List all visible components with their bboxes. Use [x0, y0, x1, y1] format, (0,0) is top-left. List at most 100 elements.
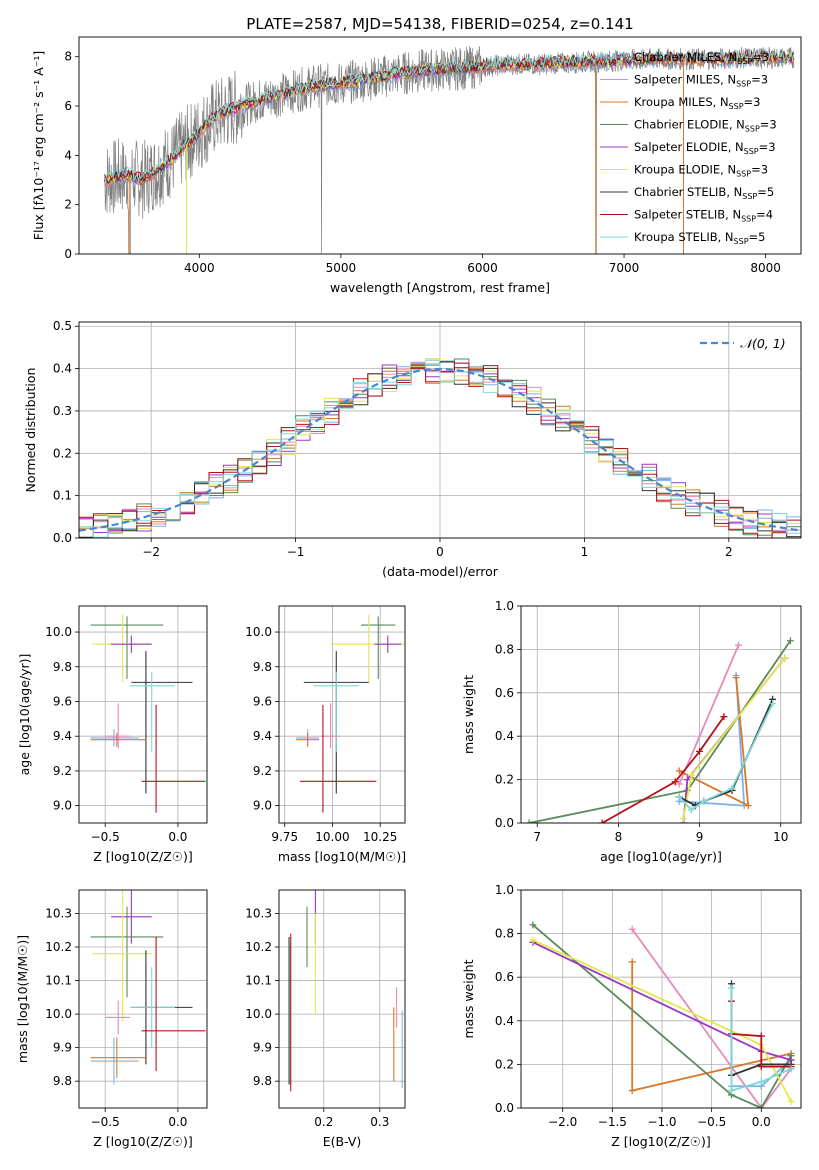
x-axis-label: E(B-V) — [323, 1134, 362, 1149]
y-tick-label: 9.8 — [253, 1074, 272, 1088]
y-axis-label: age [log10(age/yr)] — [17, 654, 32, 776]
legend-label-sub: SSP — [741, 215, 756, 224]
legend-label-count: =5 — [749, 230, 766, 244]
legend-label-main: Chabrier MILES, N — [634, 50, 737, 64]
x-tick-label: 5000 — [326, 261, 357, 275]
histogram-plot-area — [79, 358, 801, 538]
y-tick-label: 9.4 — [253, 729, 272, 743]
y-tick-label: 1.0 — [495, 599, 514, 613]
point-kroupa-elodie — [781, 654, 789, 662]
x-tick-label: 2 — [725, 545, 733, 559]
point-kroupa-stelib — [687, 806, 695, 814]
legend-label-main: Salpeter ELODIE, N — [634, 140, 744, 154]
scatter-plot-area — [90, 614, 206, 813]
y-axis-label: Flux [fλ10⁻¹⁷ erg cm⁻² s⁻¹ A⁻¹] — [31, 51, 46, 240]
legend-label-count: =3 — [744, 95, 761, 109]
point-chabrier-elodie — [525, 819, 533, 823]
axes-frame — [78, 605, 208, 824]
y-tick-label: 0.8 — [495, 927, 514, 941]
legend-label-main: Chabrier ELODIE, N — [634, 118, 745, 132]
legend-label-sub: SSP — [734, 237, 749, 246]
y-tick-label: 0.0 — [495, 816, 514, 830]
spectrum-panel: 4000 5000 6000 7000 8000 0 2 4 6 8 wavelength [Ang… — [31, 36, 802, 295]
x-tick-label: 0 — [436, 545, 444, 559]
series-salpeter-stelib — [601, 716, 725, 823]
legend-label-main: Salpeter STELIB, N — [634, 208, 741, 222]
mass-weight-vs-age-panel: 7 8 9 10 0.0 0.2 0.4 0.6 0.8 1.0 age [log10(age/yr… — [461, 599, 802, 864]
series-chabrier-elodie — [528, 640, 792, 823]
legend-label-main: Kroupa STELIB, N — [634, 230, 734, 244]
point-kroupa-stelib — [700, 797, 708, 805]
y-tick-label: 9.2 — [53, 764, 72, 778]
y-tick-label: 10.0 — [45, 1007, 72, 1021]
legend-label-count: =3 — [760, 118, 777, 132]
y-tick-label: 9.6 — [53, 694, 72, 708]
x-axis-label: age [log10(age/yr)] — [600, 849, 722, 864]
legend-label: Kroupa MILES, NSSP=3 — [634, 95, 760, 111]
y-tick-label: 4 — [64, 148, 72, 162]
x-tick-label: 8 — [615, 830, 623, 844]
x-tick-label: 0.0 — [168, 830, 187, 844]
y-tick-label: 10.1 — [45, 974, 72, 988]
y-tick-label: 10.1 — [245, 974, 272, 988]
y-tick-label: 8 — [64, 50, 72, 64]
point-chabrier-elodie — [786, 637, 794, 645]
point-kroupa-miles — [628, 958, 636, 966]
histogram-kroupa-stelib — [79, 363, 801, 538]
x-tick-label: 0.3 — [370, 1115, 389, 1129]
scatter-plot-area — [288, 890, 403, 1092]
series-chabrier-elodie — [532, 924, 792, 1108]
legend-label: Salpeter ELODIE, NSSP=3 — [634, 140, 776, 156]
x-tick-label: 4000 — [184, 261, 215, 275]
axes-frame — [78, 321, 802, 539]
point-salpeter-stelib — [696, 747, 704, 755]
legend-label-main: Kroupa ELODIE, N — [634, 163, 736, 177]
x-tick-label: −1 — [287, 545, 305, 559]
y-tick-label: 10.3 — [245, 906, 272, 920]
y-tick-label: 9.0 — [253, 799, 272, 813]
age-vs-Z-panel: −0.5 0.0 9.0 9.2 9.4 9.6 9.8 10.0 Z [log10(Z/Z☉)… — [17, 605, 208, 864]
y-tick-label: 0.1 — [53, 489, 72, 503]
legend-label-sub: SSP — [729, 102, 744, 111]
axes-frame — [278, 605, 406, 824]
x-axis-label: Z [log10(Z/Z☉)] — [611, 1134, 711, 1149]
point-kroupa-elodie — [679, 815, 687, 823]
point-kroupa-stelib — [727, 1087, 735, 1095]
legend-label-main: Kroupa MILES, N — [634, 95, 729, 109]
legend-label: Chabrier STELIB, NSSP=5 — [634, 185, 774, 201]
y-tick-label: 9.9 — [253, 1041, 272, 1055]
y-tick-label: 0.3 — [53, 404, 72, 418]
x-tick-label: −2 — [142, 545, 160, 559]
legend-label-main: Chabrier STELIB, N — [634, 185, 742, 199]
y-tick-label: 9.9 — [53, 1041, 72, 1055]
legend-label: Salpeter STELIB, NSSP=4 — [634, 208, 773, 224]
y-tick-label: 0.0 — [53, 531, 72, 545]
x-tick-label: −1.0 — [647, 1115, 676, 1129]
model-spectrum-kroupa-stelib — [104, 49, 795, 181]
y-tick-label: 0.6 — [495, 686, 514, 700]
x-tick-label: 10.00 — [315, 830, 349, 844]
legend-label-count: =5 — [757, 185, 774, 199]
y-tick-label: 9.8 — [253, 660, 272, 674]
x-tick-label: 9.75 — [271, 830, 298, 844]
line-plot-area — [529, 921, 795, 1108]
gaussian-reference-curve — [79, 367, 801, 532]
y-tick-label: 1.0 — [495, 883, 514, 897]
point-kroupa-stelib — [728, 784, 736, 792]
point-kroupa-stelib — [769, 700, 777, 708]
legend-label-sub: SSP — [742, 192, 757, 201]
point-kroupa-elodie — [687, 771, 695, 779]
legend-label: Kroupa STELIB, NSSP=5 — [634, 230, 765, 246]
x-tick-label: −2.0 — [548, 1115, 577, 1129]
legend-label-gaussian: 𝒩(0, 1) — [740, 336, 786, 351]
x-tick-label: 6000 — [467, 261, 498, 275]
x-tick-label: −0.5 — [697, 1115, 726, 1129]
y-tick-label: 6 — [64, 99, 72, 113]
y-tick-label: 10.2 — [45, 940, 72, 954]
y-tick-label: 0.4 — [495, 729, 514, 743]
point-chabrier-elodie — [529, 921, 537, 929]
point-kroupa-elodie — [529, 936, 537, 944]
point-kroupa-miles — [675, 767, 683, 775]
age-vs-mass-panel: 9.75 10.00 10.25 9.0 9.2 9.4 9.6 9.8 10.0 mass [l… — [245, 605, 406, 864]
